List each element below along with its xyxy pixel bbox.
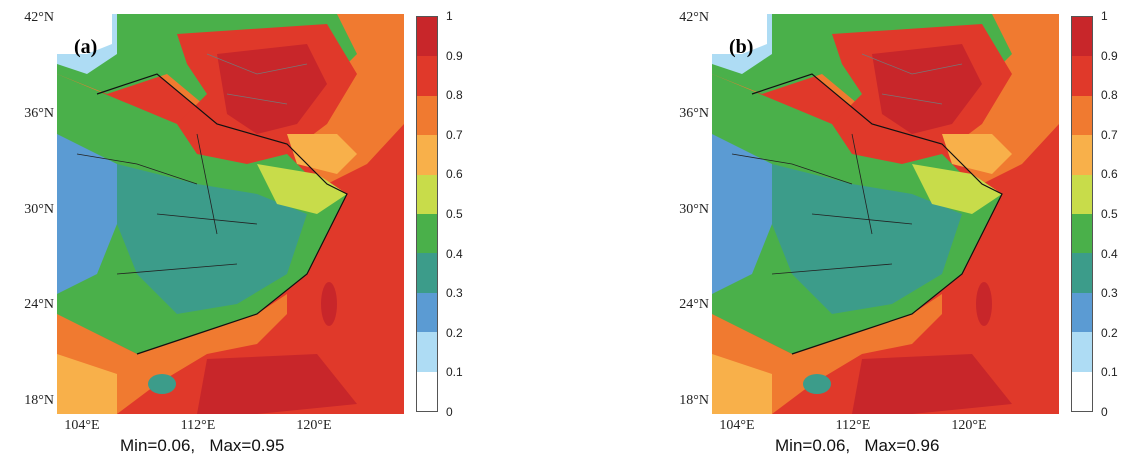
colorbar-segment [417,214,437,254]
cbar-a-tick-0.4: 0.4 [446,247,463,261]
lat-label-30: 30°N [24,202,54,217]
lon-label-104: 104°E [64,418,100,433]
colorbar-segment [417,56,437,96]
cbar-a-tick-0.7: 0.7 [446,128,463,142]
cbar-b-tick-0.5: 0.5 [1101,207,1118,221]
colorbar-segment [1072,253,1092,293]
colorbar-segment [417,371,437,411]
colorbar-a [416,16,438,412]
cbar-b-tick-0.2: 0.2 [1101,326,1118,340]
panel-a: (a) 42°N 36°N 30°N 24°N 18°N 104°E 112°E… [0,0,470,462]
panel-b: (b) 42°N 36°N 30°N 24°N 18°N 104°E 112°E… [655,0,1125,462]
colorbar-segment [417,253,437,293]
colorbar-segment [417,95,437,136]
map-a [57,14,404,414]
cbar-a-tick-0.5: 0.5 [446,207,463,221]
colorbar-segment [417,332,437,372]
lon-label-112: 112°E [180,418,216,433]
cbar-b-tick-0: 0 [1101,405,1108,419]
cbar-a-tick-0: 0 [446,405,453,419]
panel-a-minmax: Min=0.06, Max=0.95 [120,436,340,456]
lat-label-36: 36°N [24,106,54,121]
cbar-a-tick-0.3: 0.3 [446,286,463,300]
lat-label-42: 42°N [24,10,54,25]
colorbar-segment [1072,174,1092,214]
cbar-b-tick-0.1: 0.1 [1101,365,1118,379]
lon-label-112: 112°E [835,418,871,433]
colorbar-segment [417,135,437,175]
cbar-a-tick-0.2: 0.2 [446,326,463,340]
colorbar-segment [1072,292,1092,333]
colorbar-segment [1072,135,1092,175]
cbar-b-tick-0.6: 0.6 [1101,167,1118,181]
lon-label-104: 104°E [719,418,755,433]
colorbar-segment [417,292,437,333]
colorbar-segment [1072,95,1092,136]
panel-a-max: Max=0.95 [209,436,285,455]
colorbar-segment [417,174,437,214]
cbar-a-tick-0.8: 0.8 [446,88,463,102]
cbar-b-tick-0.8: 0.8 [1101,88,1118,102]
colorbar-segment [1072,17,1092,57]
panel-a-min: Min=0.06, [120,436,196,455]
colorbar-segment [417,17,437,57]
colorbar-segment [1072,214,1092,254]
cbar-b-tick-0.7: 0.7 [1101,128,1118,142]
lat-label-42: 42°N [679,10,709,25]
cbar-b-tick-1: 1 [1101,9,1108,23]
panel-b-minmax: Min=0.06, Max=0.96 [775,436,995,456]
lat-label-30: 30°N [679,202,709,217]
map-a-svg [57,14,404,414]
cbar-a-tick-0.9: 0.9 [446,49,463,63]
colorbar-segment [1072,371,1092,411]
lat-label-24: 24°N [679,297,709,312]
cbar-a-tick-0.6: 0.6 [446,167,463,181]
colorbar-segment [1072,332,1092,372]
cbar-a-tick-1: 1 [446,9,453,23]
lon-label-120: 120°E [951,418,987,433]
lat-label-18: 18°N [24,393,54,408]
lat-label-18: 18°N [679,393,709,408]
lon-label-120: 120°E [296,418,332,433]
colorbar-b [1071,16,1093,412]
cbar-a-tick-0.1: 0.1 [446,365,463,379]
cbar-b-tick-0.4: 0.4 [1101,247,1118,261]
panel-b-tag: (b) [729,36,754,58]
lat-label-36: 36°N [679,106,709,121]
panel-b-max: Max=0.96 [864,436,940,455]
cbar-b-tick-0.9: 0.9 [1101,49,1118,63]
map-b [712,14,1059,414]
panel-a-tag: (a) [74,36,98,58]
lat-label-24: 24°N [24,297,54,312]
panel-b-min: Min=0.06, [775,436,851,455]
cbar-b-tick-0.3: 0.3 [1101,286,1118,300]
map-b-svg [712,14,1059,414]
colorbar-segment [1072,56,1092,96]
